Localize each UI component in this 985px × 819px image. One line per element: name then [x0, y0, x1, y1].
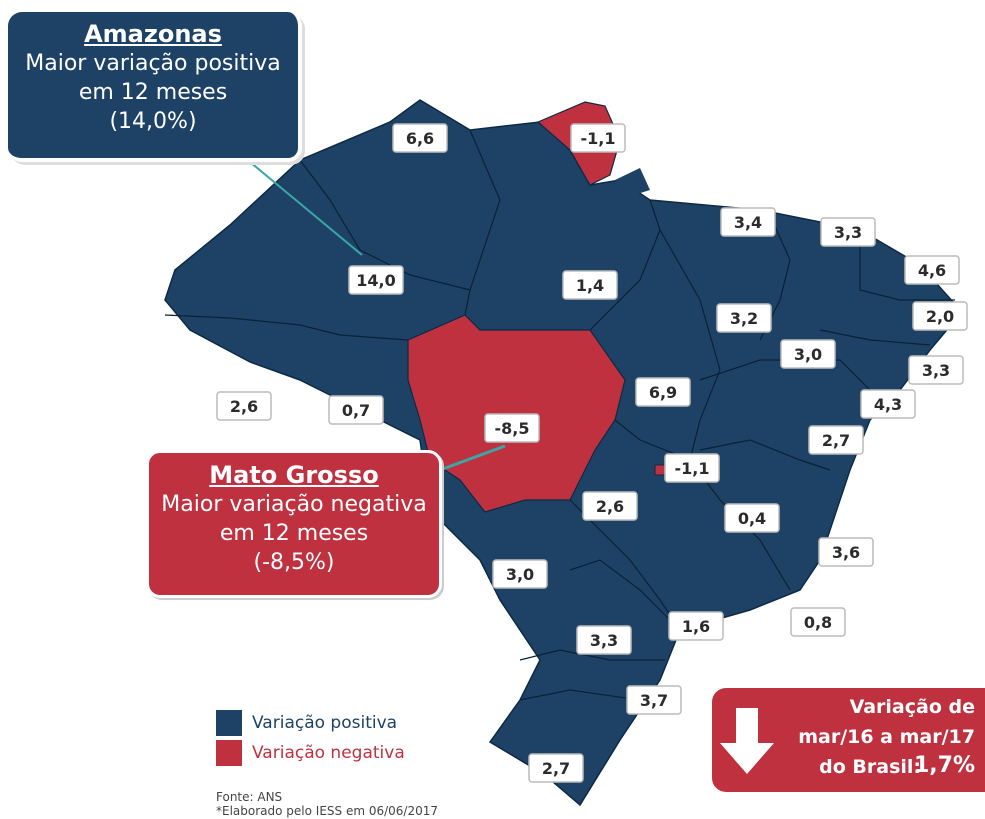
state-value: 2,7 [822, 431, 850, 450]
state-value: 3,7 [640, 691, 668, 710]
label-box [562, 270, 618, 300]
legend-swatch [216, 740, 242, 766]
source: Fonte: ANS [216, 790, 283, 804]
callout-connector [439, 444, 506, 472]
callout-title: Amazonas [84, 20, 222, 48]
label-box [582, 491, 638, 521]
callout-amazonas: Amazonas Maior variação positiva em 12 m… [8, 12, 302, 162]
state-value: 2,7 [542, 759, 570, 778]
state-value: 1,6 [682, 617, 710, 636]
down-arrow [720, 708, 774, 774]
state-value: 3,0 [506, 565, 534, 584]
label-box [790, 607, 846, 637]
state-value: 2,6 [230, 397, 258, 416]
island [615, 168, 650, 198]
label-box [528, 753, 584, 783]
state-value: 14,0 [356, 271, 395, 290]
label-box [780, 339, 836, 369]
state-value: 3,2 [730, 309, 758, 328]
state-value: -1,1 [581, 129, 616, 148]
callout-line: em 12 meses [78, 80, 228, 105]
arrow [720, 708, 774, 774]
label-box [808, 425, 864, 455]
state-value: 0,4 [738, 509, 766, 528]
label-box [492, 559, 548, 589]
summary-line: Variação de [849, 696, 975, 718]
state-value: 2,6 [596, 497, 624, 516]
state-value: 4,6 [918, 261, 946, 280]
summary-line: do Brasil: [819, 756, 921, 778]
summary-box: Variação de mar/16 a mar/17 do Brasil: 1… [712, 688, 985, 792]
label-box [484, 413, 540, 443]
state-value: 3,3 [834, 223, 862, 242]
callout-title: Mato Grosso [209, 461, 379, 489]
state-value: 6,6 [406, 129, 434, 148]
label-box [720, 207, 776, 237]
state-value: 3,6 [832, 543, 860, 562]
legend-item: Variação negativa [216, 740, 405, 766]
callout-connector [249, 161, 363, 256]
state-value: -1,1 [675, 459, 710, 478]
label-box [860, 389, 916, 419]
callout-line: em 12 meses [219, 521, 369, 546]
state-value: 2,0 [926, 307, 954, 326]
state-value: 6,9 [649, 383, 677, 402]
label-box [392, 123, 448, 153]
label-box [635, 377, 691, 407]
label-box [716, 303, 772, 333]
label-box [576, 625, 632, 655]
state-value: 0,7 [342, 401, 370, 420]
label-box [724, 503, 780, 533]
callout-mato-grosso: Mato Grosso Maior variação negativa em 1… [146, 450, 442, 598]
label-box [664, 453, 720, 483]
state-value: 1,4 [576, 276, 604, 295]
label-box [328, 395, 384, 425]
callout-line: (14,0%) [109, 109, 197, 134]
legend-swatch [216, 710, 242, 736]
summary-value: 1,7% [913, 753, 975, 778]
label-box [348, 265, 404, 295]
state-value: 3,4 [734, 213, 762, 232]
state-value: 0,8 [804, 613, 832, 632]
legend-item: Variação positiva [216, 710, 397, 736]
label-box [820, 217, 876, 247]
label-box [818, 537, 874, 567]
state-value: -8,5 [495, 419, 530, 438]
label-box [912, 301, 968, 331]
legend-label: Variação negativa [252, 743, 405, 763]
summary-line: mar/16 a mar/17 [798, 726, 975, 748]
label-box [626, 685, 682, 715]
source: *Elaborado pelo IESS em 06/06/2017 [216, 804, 438, 818]
state-value: 4,3 [874, 395, 902, 414]
legend-label: Variação positiva [252, 713, 398, 733]
callout-line: (-8,5%) [253, 550, 335, 575]
state-value: 3,3 [922, 361, 950, 380]
label-box [570, 123, 626, 153]
state-value: 3,3 [590, 631, 618, 650]
callout-line: Maior variação positiva [25, 51, 281, 76]
callout-line: Maior variação negativa [161, 492, 427, 517]
state-value: 3,0 [794, 345, 822, 364]
label-box [668, 611, 724, 641]
label-box [216, 391, 272, 421]
label-box [904, 255, 960, 285]
label-box [908, 355, 964, 385]
